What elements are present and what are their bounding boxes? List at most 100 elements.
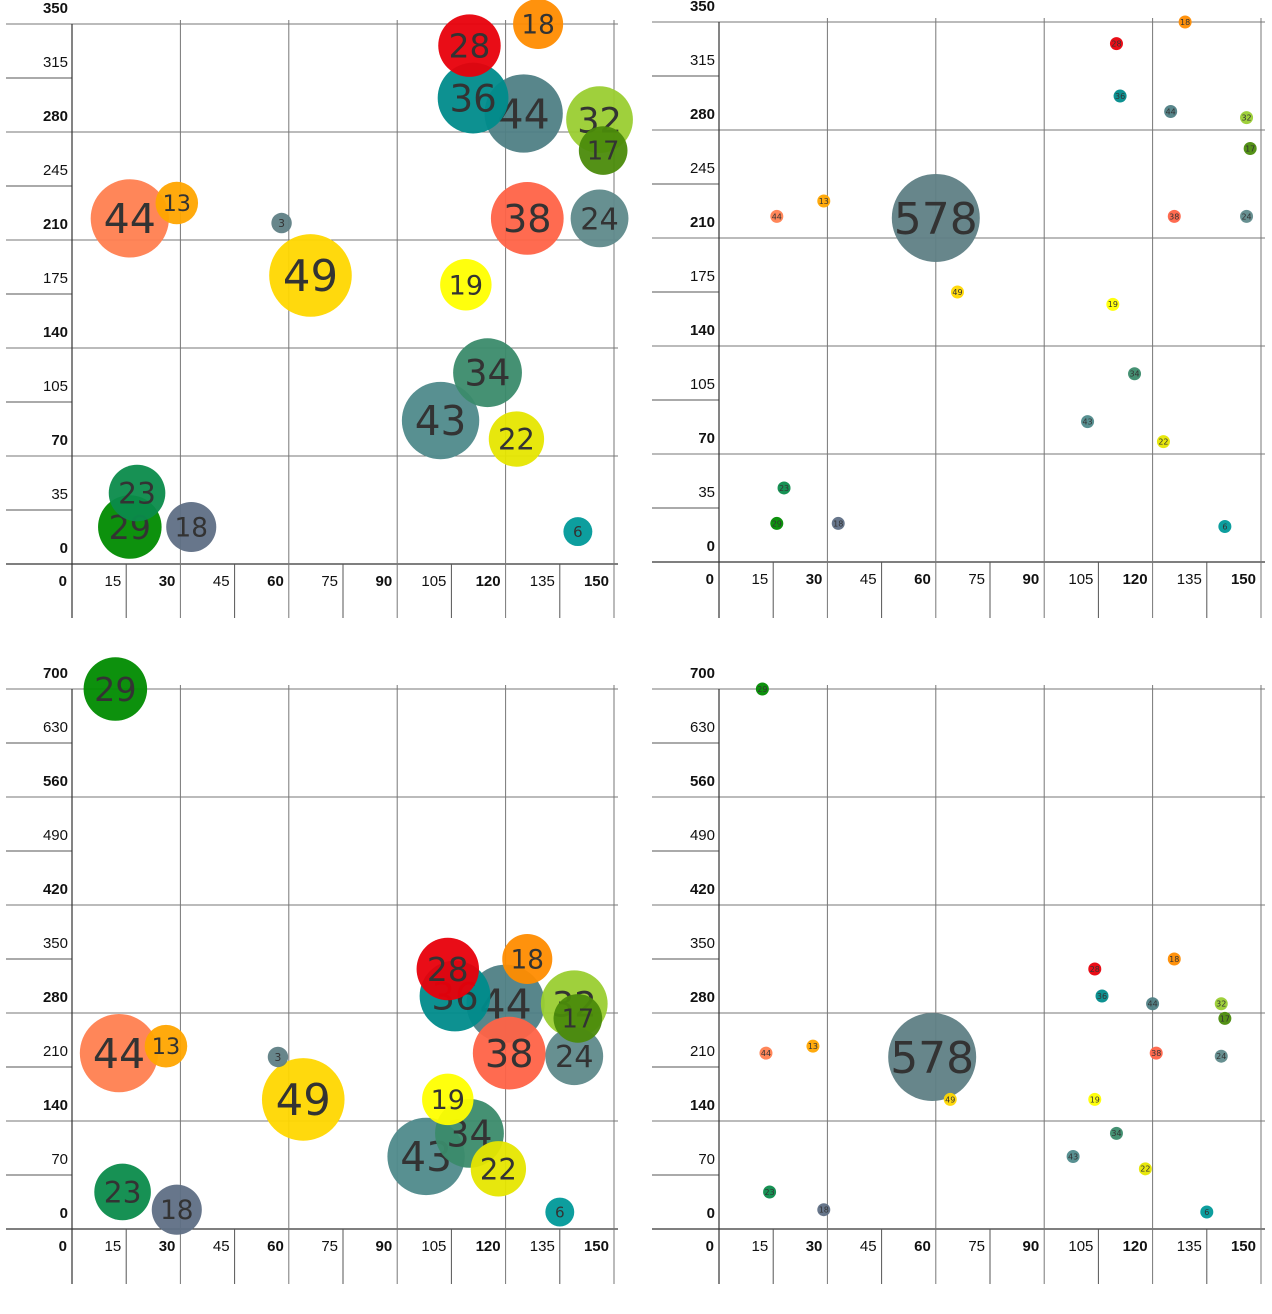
bottom-left-panel: 0 70 140 210 280 350 420 490 560 630 700 0 15 30 45 60 7… (6, 657, 618, 1284)
x-tick-label: 45 (860, 571, 877, 588)
top-left-panel: 0 35 70 105 140 175 210 245 280 315 350 0 15 30 45 60 75… (6, 0, 633, 618)
bubble-point (1088, 1092, 1102, 1106)
bubble-label: 34 (1111, 1129, 1121, 1138)
bubble-point (1113, 89, 1127, 103)
y-tick-label: 350 (43, 935, 68, 952)
bubble-point (108, 464, 166, 522)
x-tick-label: 0 (706, 571, 714, 588)
y-tick-label: 70 (698, 430, 715, 447)
y-tick-label: 70 (51, 432, 68, 449)
bubble-label: 3 (275, 1051, 282, 1064)
y-tick-label: 630 (43, 719, 68, 736)
x-tick-label: 90 (1023, 1238, 1040, 1255)
y-tick-label: 210 (43, 1043, 68, 1060)
bubble-point (1066, 1149, 1080, 1163)
bubble-point (1088, 962, 1102, 976)
bubble-point (545, 1027, 604, 1086)
bubble-label: 18 (160, 1196, 193, 1226)
bubble-label: 578 (890, 1033, 974, 1084)
bubble-label: 18 (521, 10, 554, 40)
x-tick-label: 135 (530, 1238, 555, 1255)
x-tick-label: 105 (1068, 1238, 1093, 1255)
x-tick-label: 90 (1023, 571, 1040, 588)
bubble-label: 28 (1090, 965, 1100, 974)
bubble-label: 44 (1166, 107, 1176, 116)
x-tick-label: 75 (968, 571, 985, 588)
bubble-label: 18 (833, 519, 843, 528)
y-tick-label: 140 (43, 1097, 68, 1114)
bubble-label: 6 (1204, 1208, 1209, 1217)
bubble-label: 38 (1151, 1049, 1161, 1058)
x-tick-label: 150 (584, 1238, 609, 1255)
bubble-point (438, 14, 501, 77)
x-tick-label: 0 (706, 1238, 714, 1255)
x-tick-label: 45 (213, 573, 230, 590)
x-tick-label: 30 (806, 571, 823, 588)
bubble-label: 19 (1090, 1095, 1100, 1104)
x-tick-label: 120 (1123, 1238, 1148, 1255)
y-tick-label: 630 (690, 719, 715, 736)
x-tick-label: 60 (914, 571, 931, 588)
bubble-point (806, 1039, 820, 1053)
x-tick-label: 45 (213, 1238, 230, 1255)
y-tick-label: 280 (43, 989, 68, 1006)
bubble-label: 32 (1216, 1000, 1226, 1009)
bubble-point (470, 1141, 527, 1197)
bubble-point (1167, 209, 1181, 223)
bubble-point (440, 259, 492, 311)
x-tick-label: 30 (159, 1238, 176, 1255)
bubble-point (1106, 297, 1120, 311)
bubble-label: 19 (431, 1085, 465, 1116)
bubble-point (1178, 15, 1192, 29)
x-tick-label: 135 (1177, 1238, 1202, 1255)
bubble-point (1109, 37, 1123, 51)
bubble-label: 23 (118, 477, 156, 512)
bubble-point (151, 1184, 202, 1235)
x-tick-label: 105 (421, 1238, 446, 1255)
y-tick-label: 350 (43, 0, 68, 17)
x-tick-label: 150 (1231, 1238, 1256, 1255)
x-tick-label: 105 (421, 573, 446, 590)
bubble-point (79, 1013, 159, 1093)
x-tick-label: 150 (1231, 571, 1256, 588)
bubble-label: 43 (1068, 1152, 1078, 1161)
y-tick-label: 350 (690, 935, 715, 952)
bubble-point (1240, 111, 1254, 125)
bubble-point (1243, 142, 1257, 156)
y-tick-label: 70 (51, 1151, 68, 1168)
bubble-label: 38 (1169, 212, 1179, 221)
y-tick-label: 140 (43, 324, 68, 341)
bubble-point (401, 381, 480, 460)
x-tick-label: 75 (321, 1238, 338, 1255)
bubble-point (261, 1058, 345, 1141)
bubble-point (1214, 1049, 1228, 1063)
bubble-label: 49 (945, 1095, 955, 1104)
bubble-point (83, 657, 148, 721)
bubble-point (502, 933, 553, 985)
bubble-label: 17 (587, 137, 620, 167)
y-tick-label: 0 (60, 540, 68, 557)
bubble-label: 23 (104, 1176, 142, 1211)
y-tick-label: 210 (690, 214, 715, 231)
bubble-label: 23 (779, 484, 789, 493)
bubble-label: 22 (480, 1152, 517, 1186)
bubble-label: 44 (772, 212, 782, 221)
bubble-point (770, 209, 784, 223)
bubble-label: 18 (819, 1206, 829, 1215)
bubble-point (1138, 1162, 1152, 1176)
y-tick-label: 315 (43, 54, 68, 71)
bubble-label: 36 (449, 77, 496, 120)
bubble-label: 22 (498, 422, 535, 456)
bubble-point (513, 0, 564, 50)
x-tick-label: 135 (1177, 571, 1202, 588)
bubble-label: 44 (93, 1030, 145, 1078)
bubble-label: 28 (449, 27, 491, 65)
bubble-point (490, 182, 564, 255)
bubble-point (271, 212, 292, 234)
y-tick-label: 140 (690, 322, 715, 339)
bubble-label: 49 (283, 252, 338, 302)
bubble-point (1167, 952, 1181, 966)
bubble-point (94, 1163, 151, 1221)
bubble-point (943, 1092, 957, 1106)
